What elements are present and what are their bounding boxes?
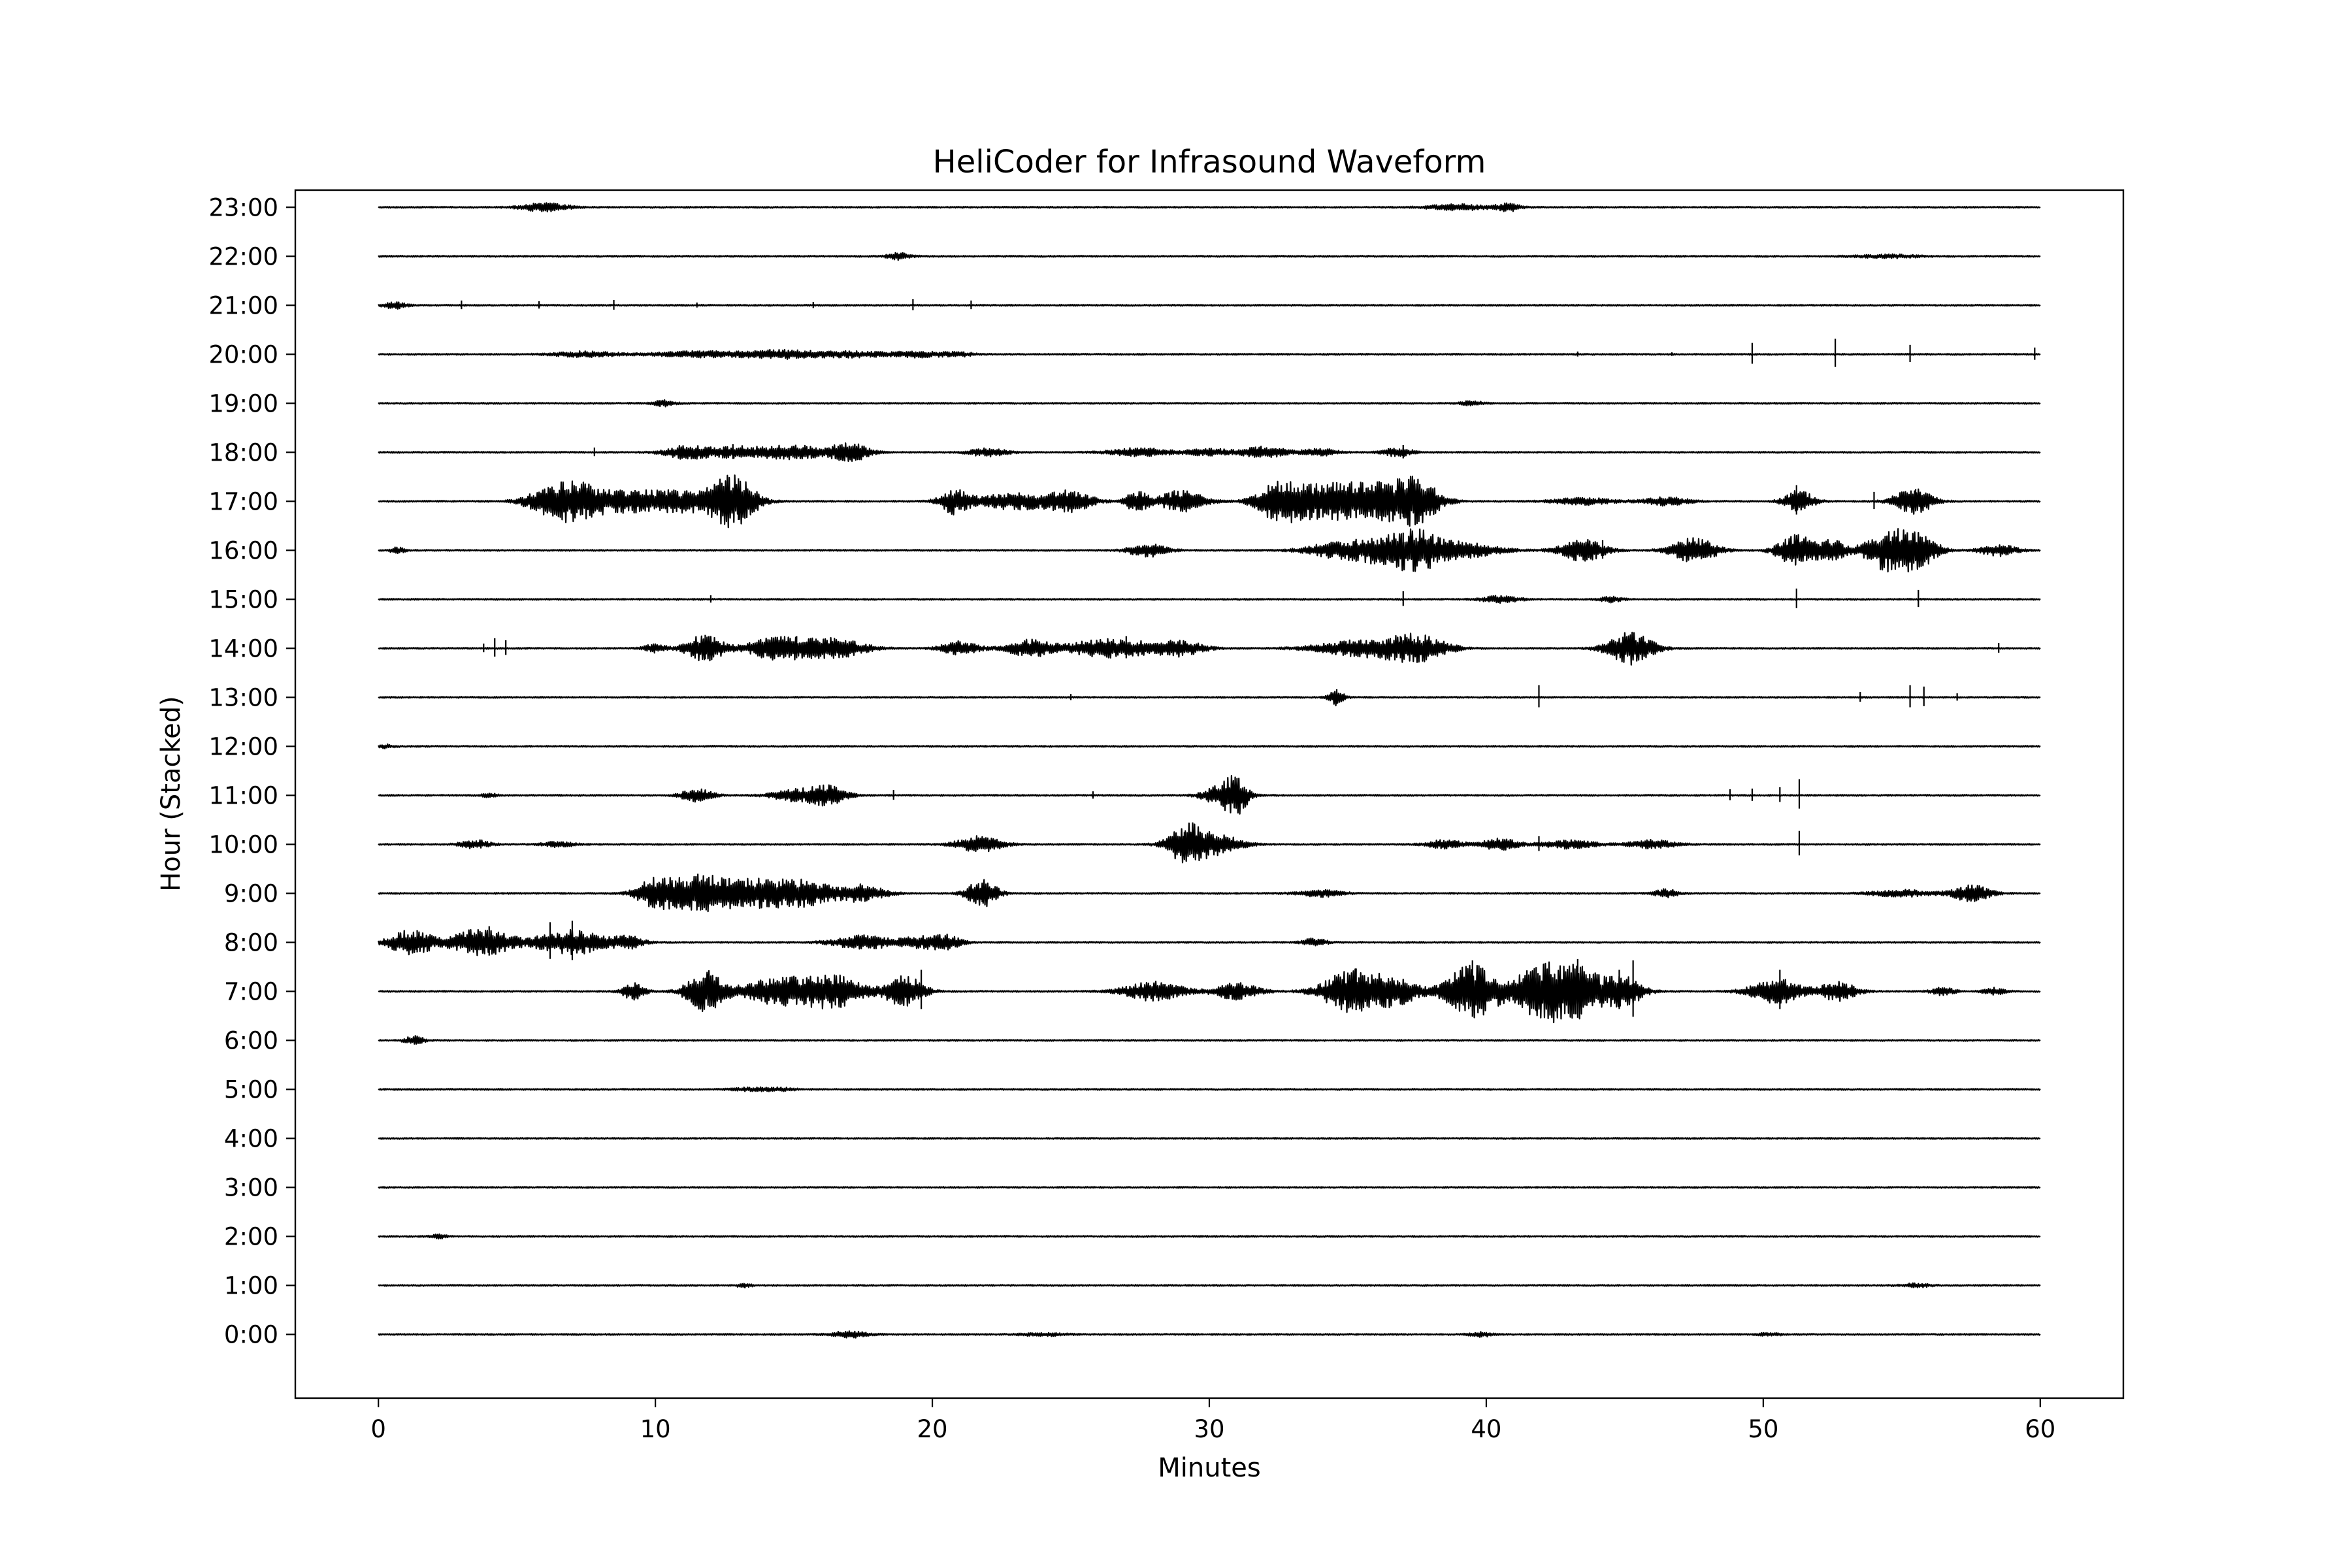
y-tick-label-500: 5:00 xyxy=(224,1075,278,1103)
trace-700 xyxy=(378,961,2041,1024)
trace-800 xyxy=(378,929,2041,956)
y-tick-label-1100: 11:00 xyxy=(208,781,278,809)
trace-2200 xyxy=(378,252,2041,261)
x-axis-label: Minutes xyxy=(1158,1453,1260,1483)
trace-100 xyxy=(378,1282,2041,1289)
plot-frame xyxy=(294,189,2125,1399)
trace-1000 xyxy=(378,822,2041,864)
y-tick-label-200: 2:00 xyxy=(224,1222,278,1250)
y-tick-label-1600: 16:00 xyxy=(208,536,278,564)
y-tick-label-1000: 10:00 xyxy=(208,830,278,858)
trace-600 xyxy=(378,1035,2041,1045)
x-tick-label-20: 20 xyxy=(917,1415,948,1443)
trace-1200 xyxy=(378,743,2041,749)
trace-group xyxy=(378,202,2041,1339)
y-tick-label-1300: 13:00 xyxy=(208,683,278,711)
trace-1900 xyxy=(378,399,2041,408)
trace-2100 xyxy=(378,301,2041,310)
x-tick-label-60: 60 xyxy=(2025,1415,2055,1443)
y-tick-label-2000: 20:00 xyxy=(208,340,278,368)
y-tick-label-000: 0:00 xyxy=(224,1320,278,1348)
x-tick-label-0: 0 xyxy=(370,1415,386,1443)
y-tick-label-1700: 17:00 xyxy=(208,487,278,515)
y-tick-label-2300: 23:00 xyxy=(208,193,278,221)
chart-title: HeliCoder for Infrasound Waveform xyxy=(933,144,1486,180)
y-tick-label-1800: 18:00 xyxy=(208,438,278,466)
y-tick-label-800: 8:00 xyxy=(224,928,278,956)
y-tick-label-100: 1:00 xyxy=(224,1271,278,1299)
trace-900 xyxy=(378,874,2041,913)
y-tick-label-1900: 19:00 xyxy=(208,389,278,417)
y-tick-label-1500: 15:00 xyxy=(208,585,278,613)
x-tick-label-10: 10 xyxy=(640,1415,671,1443)
y-tick-label-300: 3:00 xyxy=(224,1173,278,1201)
x-axis: 0 10 20 30 40 50 60 xyxy=(370,1398,2055,1443)
y-tick-label-2100: 21:00 xyxy=(208,291,278,319)
trace-1700 xyxy=(378,474,2041,529)
x-tick-label-40: 40 xyxy=(1471,1415,1501,1443)
trace-000 xyxy=(378,1330,2041,1339)
trace-1600 xyxy=(378,528,2041,573)
trace-500 xyxy=(378,1086,2041,1092)
trace-200 xyxy=(378,1233,2041,1240)
y-tick-label-900: 9:00 xyxy=(224,879,278,907)
y-tick-label-400: 4:00 xyxy=(224,1124,278,1152)
trace-2000 xyxy=(378,348,2041,360)
y-axis-label: Hour (Stacked) xyxy=(156,696,186,892)
y-tick-label-1200: 12:00 xyxy=(208,732,278,760)
trace-1800 xyxy=(378,442,2041,463)
trace-2300 xyxy=(378,202,2041,213)
y-tick-label-1400: 14:00 xyxy=(208,634,278,662)
trace-300 xyxy=(378,1186,2041,1189)
trace-1400 xyxy=(378,631,2041,666)
y-tick-label-700: 7:00 xyxy=(224,977,278,1005)
y-axis: 0:00 1:00 2:00 3:00 4:00 5:00 6:00 7:00 8:00 9:00… xyxy=(208,193,295,1348)
trace-400 xyxy=(378,1137,2041,1140)
x-tick-label-50: 50 xyxy=(1748,1415,1778,1443)
trace-1500 xyxy=(378,595,2041,604)
y-tick-label-2200: 22:00 xyxy=(208,242,278,270)
trace-1100 xyxy=(378,775,2041,815)
x-tick-label-30: 30 xyxy=(1194,1415,1224,1443)
trace-1300 xyxy=(378,691,2041,707)
y-tick-label-600: 6:00 xyxy=(224,1026,278,1054)
